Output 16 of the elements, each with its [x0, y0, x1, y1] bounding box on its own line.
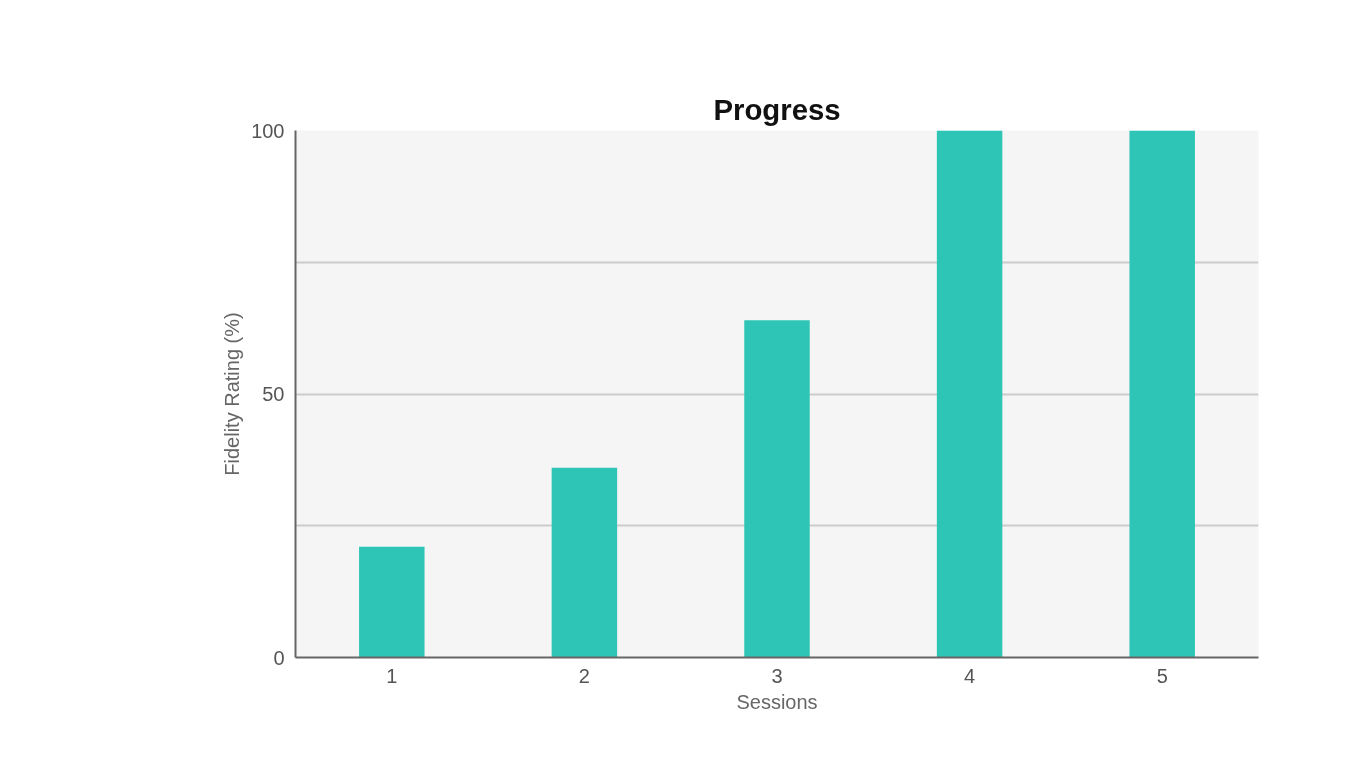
x-tick-label: 1 [386, 664, 398, 687]
bar [936, 130, 1003, 658]
x-tick-label: 4 [964, 664, 976, 687]
chart-title: Progress [713, 92, 841, 126]
y-tick-label: 0 [273, 646, 285, 669]
x-tick-label: 5 [1156, 664, 1168, 687]
x-tick-label: 2 [578, 664, 590, 687]
bar [744, 320, 810, 658]
bar [359, 546, 425, 658]
bar [551, 467, 618, 658]
y-tick-label: 100 [251, 119, 285, 142]
x-tick-label: 3 [771, 664, 783, 687]
x-axis-title: Sessions [736, 690, 818, 713]
bar [1129, 130, 1195, 658]
y-tick-label: 50 [262, 383, 285, 405]
y-axis-title: Fidelity Rating (%) [221, 312, 244, 476]
